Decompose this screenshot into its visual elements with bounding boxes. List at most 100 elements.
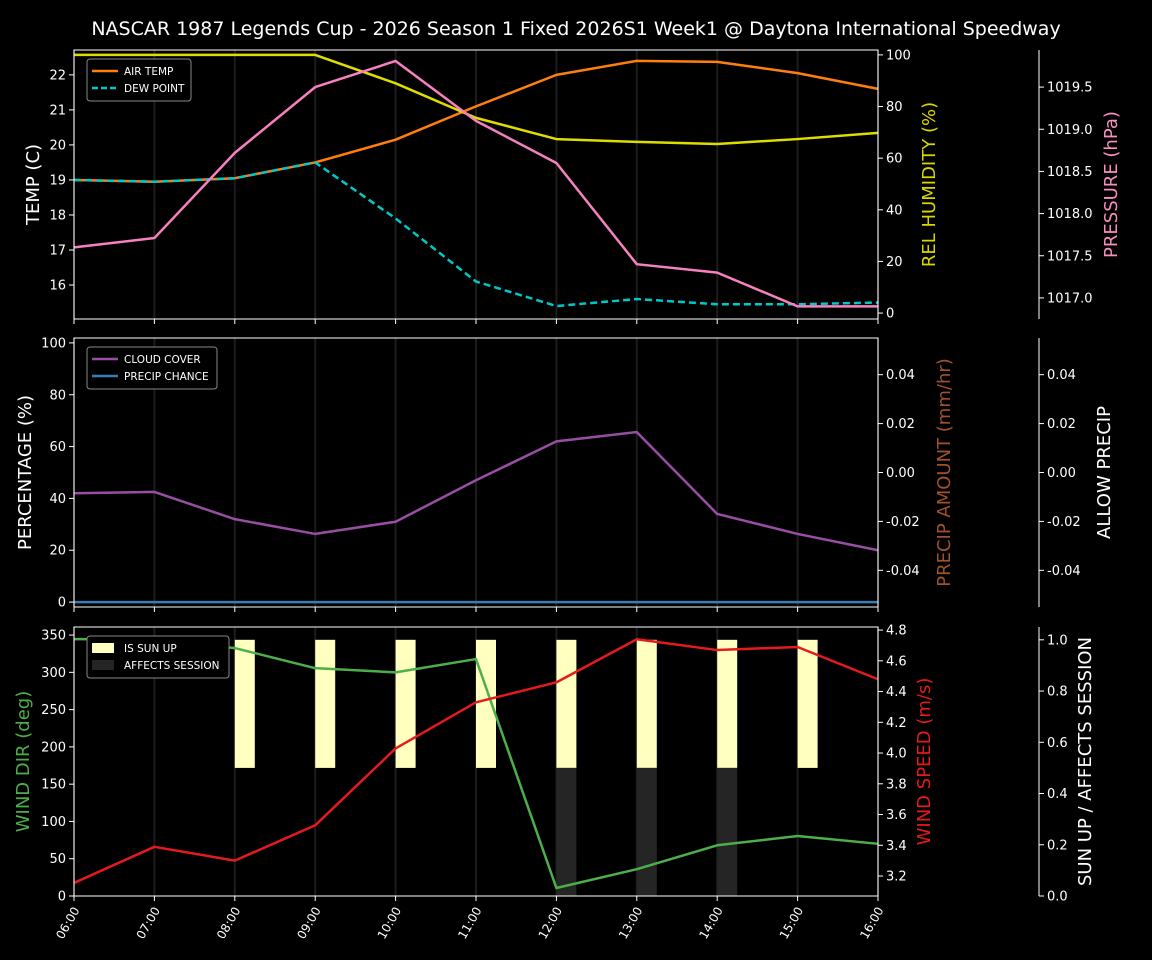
series-line-wind-speed-m-s- xyxy=(73,638,879,885)
right2-tick-label: 1018.0 xyxy=(1047,207,1093,222)
legend-label: AIR TEMP xyxy=(124,66,173,78)
x-tick-label: 09:00 xyxy=(294,905,323,942)
x-tick-label: 12:00 xyxy=(536,905,565,942)
left-tick-label: 200 xyxy=(41,740,66,755)
left-tick-label: 50 xyxy=(49,852,66,867)
is-sun-up-bar xyxy=(797,639,818,768)
left-tick-label: 0 xyxy=(58,890,66,905)
right2-tick-label: 0.0 xyxy=(1047,890,1068,905)
right2-tick-label: 1017.0 xyxy=(1047,291,1093,306)
left-axis-label: TEMP (C) xyxy=(23,144,44,226)
legend-label: PRECIP CHANCE xyxy=(124,371,209,383)
legend: IS SUN UP AFFECTS SESSION xyxy=(86,635,230,679)
right2-tick-label: 1019.5 xyxy=(1047,81,1093,96)
right2-tick-label: -0.04 xyxy=(1047,564,1081,579)
left-tick-label: 100 xyxy=(41,815,66,830)
right-tick-label: 0 xyxy=(886,307,894,322)
right-tick-label: 20 xyxy=(886,255,903,270)
right2-tick-label: 1017.5 xyxy=(1047,249,1093,264)
left-tick-label: 250 xyxy=(41,703,66,718)
x-tick-label: 06:00 xyxy=(53,905,82,942)
series-line-dew-point xyxy=(73,161,879,308)
legend-label: DEW POINT xyxy=(124,83,185,95)
legend: AIR TEMP DEW POINT xyxy=(86,58,192,102)
right2-axis-label: ALLOW PRECIP xyxy=(1094,406,1115,539)
series-line-pressure-hpa- xyxy=(73,59,878,308)
right2-axis-label: SUN UP / AFFECTS SESSION xyxy=(1075,637,1096,886)
right-tick-label: 0.00 xyxy=(886,466,915,481)
right2-tick-label: -0.02 xyxy=(1047,515,1081,530)
right-tick-label: 4.8 xyxy=(886,624,907,639)
right2-tick-label: 1018.5 xyxy=(1047,165,1093,180)
x-tick-label: 15:00 xyxy=(777,905,806,942)
right2-tick-label: 0.04 xyxy=(1047,368,1076,383)
left-axis-label: PERCENTAGE (%) xyxy=(15,395,36,550)
right-tick-label: 40 xyxy=(886,203,903,218)
right2-tick-label: 0.8 xyxy=(1047,685,1068,700)
left-tick-label: 150 xyxy=(41,778,66,793)
x-tick-label: 16:00 xyxy=(857,905,886,942)
right-tick-label: -0.02 xyxy=(886,515,920,530)
x-tick-label: 13:00 xyxy=(616,905,645,942)
affects-session-bar xyxy=(717,767,738,896)
left-tick-label: 21 xyxy=(49,103,66,118)
left-tick-label: 300 xyxy=(41,666,66,681)
left-tick-label: 60 xyxy=(49,440,66,455)
right2-tick-label: 0.4 xyxy=(1047,787,1068,802)
is-sun-up-bar xyxy=(717,639,738,768)
right-tick-label: 4.0 xyxy=(886,747,907,762)
is-sun-up-bar xyxy=(636,639,657,768)
panel-3: 06:00 07:00 08:00 09:00 10:00 11:00 12:00 13:00… xyxy=(13,624,1096,942)
right2-tick-label: 0.2 xyxy=(1047,838,1068,853)
left-tick-label: 0 xyxy=(58,596,66,611)
right-tick-label: 0.04 xyxy=(886,368,915,383)
left-axis-label: WIND DIR (deg) xyxy=(13,691,34,833)
right-tick-label: -0.04 xyxy=(886,564,920,579)
right-tick-label: 100 xyxy=(886,48,911,63)
is-sun-up-bar xyxy=(315,639,336,768)
legend-label: IS SUN UP xyxy=(124,643,177,655)
legend: CLOUD COVER PRECIP CHANCE xyxy=(86,346,218,390)
right-tick-label: 4.4 xyxy=(886,685,907,700)
series-line-rel-humidity- xyxy=(74,53,879,146)
is-sun-up-bar xyxy=(395,639,416,768)
right2-tick-label: 1019.0 xyxy=(1047,123,1093,138)
left-tick-label: 20 xyxy=(49,544,66,559)
right-tick-label: 3.8 xyxy=(886,777,907,792)
right-tick-label: 4.6 xyxy=(886,654,907,669)
x-tick-label: 11:00 xyxy=(455,905,484,942)
legend-box xyxy=(86,635,230,679)
right2-tick-label: 0.02 xyxy=(1047,417,1076,432)
right2-tick-label: 1.0 xyxy=(1047,633,1068,648)
left-tick-label: 17 xyxy=(49,243,66,258)
chart-title: NASCAR 1987 Legends Cup - 2026 Season 1 … xyxy=(91,18,1060,40)
legend-box xyxy=(86,58,192,102)
left-tick-label: 19 xyxy=(49,173,66,188)
right-axis-label: REL HUMIDITY (%) xyxy=(919,102,940,267)
legend-label: CLOUD COVER xyxy=(124,354,201,366)
x-tick-label: 10:00 xyxy=(375,905,404,942)
right-tick-label: 3.6 xyxy=(886,808,907,823)
right-tick-label: 0.02 xyxy=(886,417,915,432)
right2-axis-label: PRESSURE (hPa) xyxy=(1101,111,1122,258)
legend-label: AFFECTS SESSION xyxy=(124,660,220,672)
right-axis-label: WIND SPEED (m/s) xyxy=(914,678,935,846)
affects-session-bar xyxy=(556,767,577,896)
left-tick-label: 100 xyxy=(41,336,66,351)
is-sun-up-bar xyxy=(556,639,577,768)
right-tick-label: 80 xyxy=(886,100,903,115)
left-tick-label: 22 xyxy=(49,68,66,83)
left-tick-label: 40 xyxy=(49,492,66,507)
series-line-cloud-cover xyxy=(73,430,879,552)
panel-1: 16 17 18 19 20 21 22 TEMP (C) 0 20 40 60 80 100 REL HU… xyxy=(23,48,1122,324)
is-sun-up-bar xyxy=(234,639,255,768)
legend-swatch xyxy=(92,643,114,653)
legend-swatch xyxy=(92,660,114,670)
right-tick-label: 4.2 xyxy=(886,716,907,731)
left-tick-label: 20 xyxy=(49,138,66,153)
x-tick-label: 14:00 xyxy=(696,905,725,942)
right-axis-label: PRECIP AMOUNT (mm/hr) xyxy=(934,358,955,587)
legend-box xyxy=(86,346,218,390)
left-tick-label: 16 xyxy=(49,279,66,294)
